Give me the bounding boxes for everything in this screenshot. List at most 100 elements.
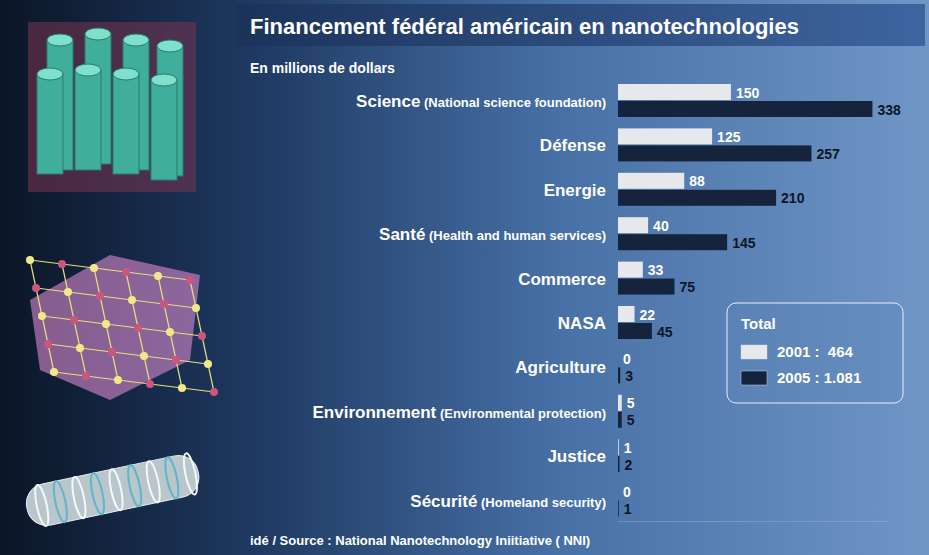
category-main: Justice [547,447,606,466]
bar [618,395,622,411]
cylinder [75,70,101,170]
bar [618,367,620,383]
bond [158,276,190,280]
bond [106,324,138,328]
atom [90,264,98,272]
bond [94,268,126,272]
atom [44,340,52,348]
data-label: 0 [623,484,631,500]
category-detail: (National science foundation) [420,95,606,110]
nanotube [23,452,203,529]
bar [618,439,619,455]
category-main: Agriculture [515,358,606,377]
bond [202,336,208,364]
atom [192,304,200,312]
atom [160,300,168,308]
data-label: 1 [624,501,632,517]
tube-ring [163,456,182,499]
bond [62,264,68,292]
bar [618,190,776,206]
data-label: 40 [653,218,669,234]
matrix-block [28,22,196,192]
tube-body [23,452,203,529]
data-label: 125 [717,129,741,145]
data-label: 0 [623,351,631,367]
bond [126,272,158,276]
bar [618,145,811,161]
bond [190,280,196,308]
bar [618,128,712,144]
bar [618,456,620,472]
bond [132,300,164,304]
cylinder-top [123,34,149,46]
bond [36,288,68,292]
cylinder-top [157,40,183,52]
data-label: 5 [627,395,635,411]
atom [82,372,90,380]
subtitle: En millions de dollars [250,60,395,76]
bond [86,376,118,380]
category-main: Sécurité [410,492,477,511]
bar [618,84,731,100]
data-label: 257 [816,146,840,162]
bond [126,272,132,300]
atom [58,260,66,268]
category-main: NASA [558,314,606,333]
data-label: 5 [627,412,635,428]
legend-title: Total [741,315,776,332]
category-detail: (Health and human services) [425,228,606,243]
bond [164,304,170,332]
bond [36,288,42,316]
category-label: NASA [558,314,606,333]
bond [208,364,214,392]
legend-label: 2001 : 464 [777,343,854,360]
bond [150,384,182,388]
tube-ring [70,476,89,519]
bond [74,320,80,348]
bar [618,501,619,517]
bond [144,356,176,360]
atom [96,292,104,300]
data-label: 88 [689,173,705,189]
atom [198,332,206,340]
tube-ring [125,464,144,507]
x-axis-line [618,521,889,522]
bond [158,276,164,304]
atom [154,272,162,280]
cylinder [151,80,177,180]
tube-ring [181,452,200,495]
data-label: 1 [624,440,632,456]
bond [144,356,150,384]
atom [32,284,40,292]
bond [100,296,106,324]
bond [112,352,118,380]
bond [170,332,202,336]
chart: Financement fédéral américain en nanotec… [0,0,929,555]
bond [112,352,144,356]
cylinder [113,74,139,174]
category-label: Agriculture [515,358,606,377]
bond [74,320,106,324]
cylinder-top [113,68,139,80]
atom [186,276,194,284]
bond [138,328,144,356]
bond [80,348,112,352]
legend: Total2001 : 4642005 : 1.081 [727,303,903,403]
cylinder-top [151,74,177,86]
cylinder-top [47,34,73,46]
bar [618,234,727,250]
atom [140,352,148,360]
category-main: Environnement [313,403,437,422]
title: Financement fédéral américain en nanotec… [250,14,799,39]
bond [132,300,138,328]
category-main: Science [356,92,420,111]
bar [618,101,872,117]
category-main: Défense [540,136,606,155]
atom [178,384,186,392]
atom [50,368,58,376]
bond [30,260,36,288]
cylinder-top [85,28,111,40]
data-label: 33 [648,262,664,278]
legend-box [727,303,903,403]
cylinder-array [28,22,196,192]
